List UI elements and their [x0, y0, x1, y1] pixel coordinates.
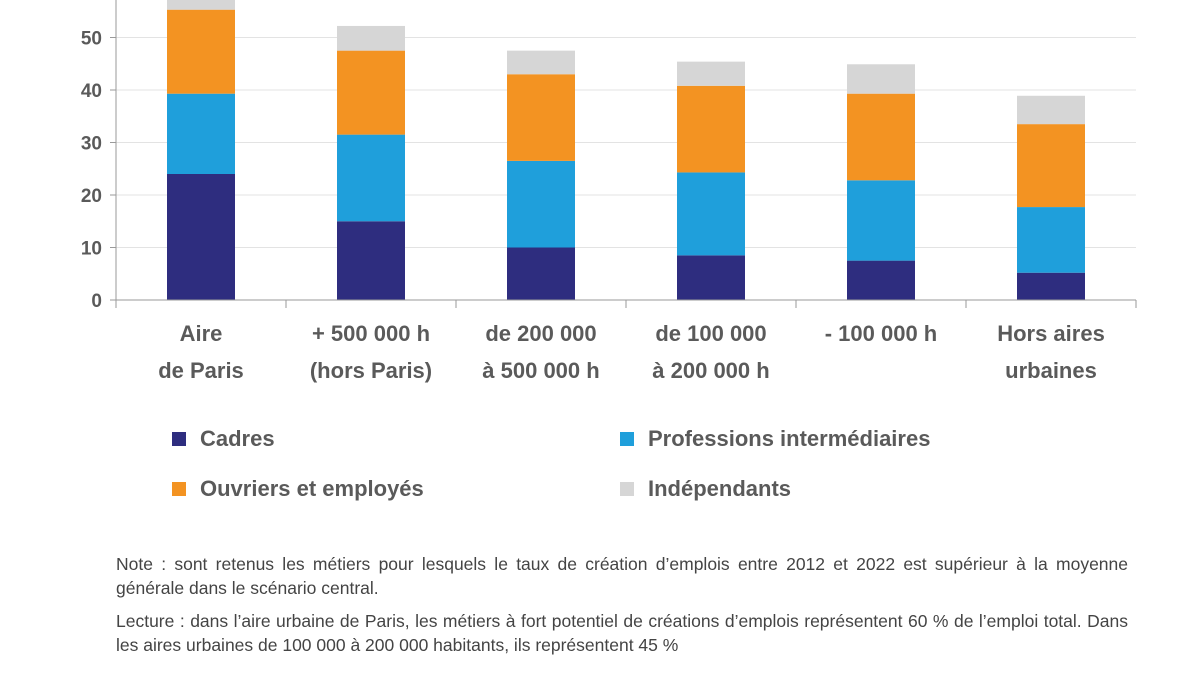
legend-label-cadres: Cadres — [200, 426, 275, 451]
legend-swatch-independants — [620, 482, 634, 496]
bar-segment-ouvriers — [847, 93, 915, 181]
bar-stacks — [167, 0, 1085, 300]
bar-segment-professions — [337, 134, 405, 222]
bar-segment-professions — [677, 172, 745, 256]
note-text: Note : sont retenus les métiers pour les… — [116, 554, 1128, 598]
legend-label-independants: Indépendants — [648, 476, 792, 501]
legend-swatch-ouvriers — [172, 482, 186, 496]
legend-label-ouvriers: Ouvriers et employés — [200, 476, 424, 501]
legend: Cadres Professions intermédiaires Ouvrie… — [172, 420, 1072, 520]
axes — [115, 0, 1137, 308]
bar-segment-independants — [337, 25, 405, 51]
y-tick-label: 10 — [81, 239, 102, 260]
x-category-label: + 500 000 h — [312, 321, 430, 346]
x-category-label: - 100 000 h — [825, 321, 938, 346]
bar-segment-professions — [847, 180, 915, 261]
bar-segment-professions — [167, 93, 235, 174]
legend-item-professions: Professions intermédiaires — [620, 426, 930, 452]
legend-item-cadres: Cadres — [172, 426, 275, 452]
bar-segment-ouvriers — [167, 9, 235, 94]
bar-segment-ouvriers — [507, 74, 575, 161]
y-tick-label: 20 — [81, 186, 102, 207]
bar-segment-ouvriers — [1017, 124, 1085, 208]
bar-segment-ouvriers — [337, 50, 405, 135]
bar-segment-independants — [167, 0, 235, 10]
lecture-text: Lecture : dans l’aire urbaine de Paris, … — [116, 611, 1128, 655]
bar-segment-independants — [847, 64, 915, 94]
y-tick-label: 30 — [81, 134, 102, 155]
x-category-label: (hors Paris) — [310, 358, 432, 383]
bar-segment-cadres — [507, 247, 575, 300]
bar-segment-cadres — [1017, 272, 1085, 300]
y-tick-label: 0 — [91, 291, 102, 312]
notes: Note : sont retenus les métiers pour les… — [116, 552, 1128, 666]
bar-segment-cadres — [337, 221, 405, 300]
bar-segment-independants — [507, 50, 575, 75]
bar-segment-ouvriers — [677, 85, 745, 173]
bar-segment-independants — [677, 61, 745, 86]
x-category-label: de Paris — [158, 358, 244, 383]
bar-segment-cadres — [677, 255, 745, 300]
x-axis-categories: Aire de Paris + 500 000 h (hors Paris) de 20… — [158, 321, 1105, 383]
x-category-label: de 200 000 — [485, 321, 596, 346]
legend-swatch-cadres — [172, 432, 186, 446]
legend-item-independants: Indépendants — [620, 476, 791, 502]
legend-swatch-professions — [620, 432, 634, 446]
bar-segment-independants — [1017, 95, 1085, 125]
legend-label-professions: Professions intermédiaires — [648, 426, 931, 451]
y-tick-label: 50 — [81, 29, 102, 50]
x-category-label: à 200 000 h — [652, 358, 769, 383]
x-category-label: urbaines — [1005, 358, 1097, 383]
legend-item-ouvriers: Ouvriers et employés — [172, 476, 424, 502]
bar-segment-cadres — [167, 174, 235, 300]
bar-segment-cadres — [847, 260, 915, 300]
x-category-label: Hors aires — [997, 321, 1105, 346]
gridlines — [116, 37, 1136, 248]
stacked-bar-chart: 0 10 20 30 40 50 Aire de Paris + 500 000 h (hors… — [81, 0, 1137, 383]
bar-segment-professions — [507, 160, 575, 248]
y-tick-label: 40 — [81, 81, 102, 102]
y-axis-ticks: 0 10 20 30 40 50 — [81, 29, 116, 312]
x-category-label: de 100 000 — [655, 321, 766, 346]
x-category-label: à 500 000 h — [482, 358, 599, 383]
bar-segment-professions — [1017, 207, 1085, 273]
x-category-label: Aire — [180, 321, 223, 346]
